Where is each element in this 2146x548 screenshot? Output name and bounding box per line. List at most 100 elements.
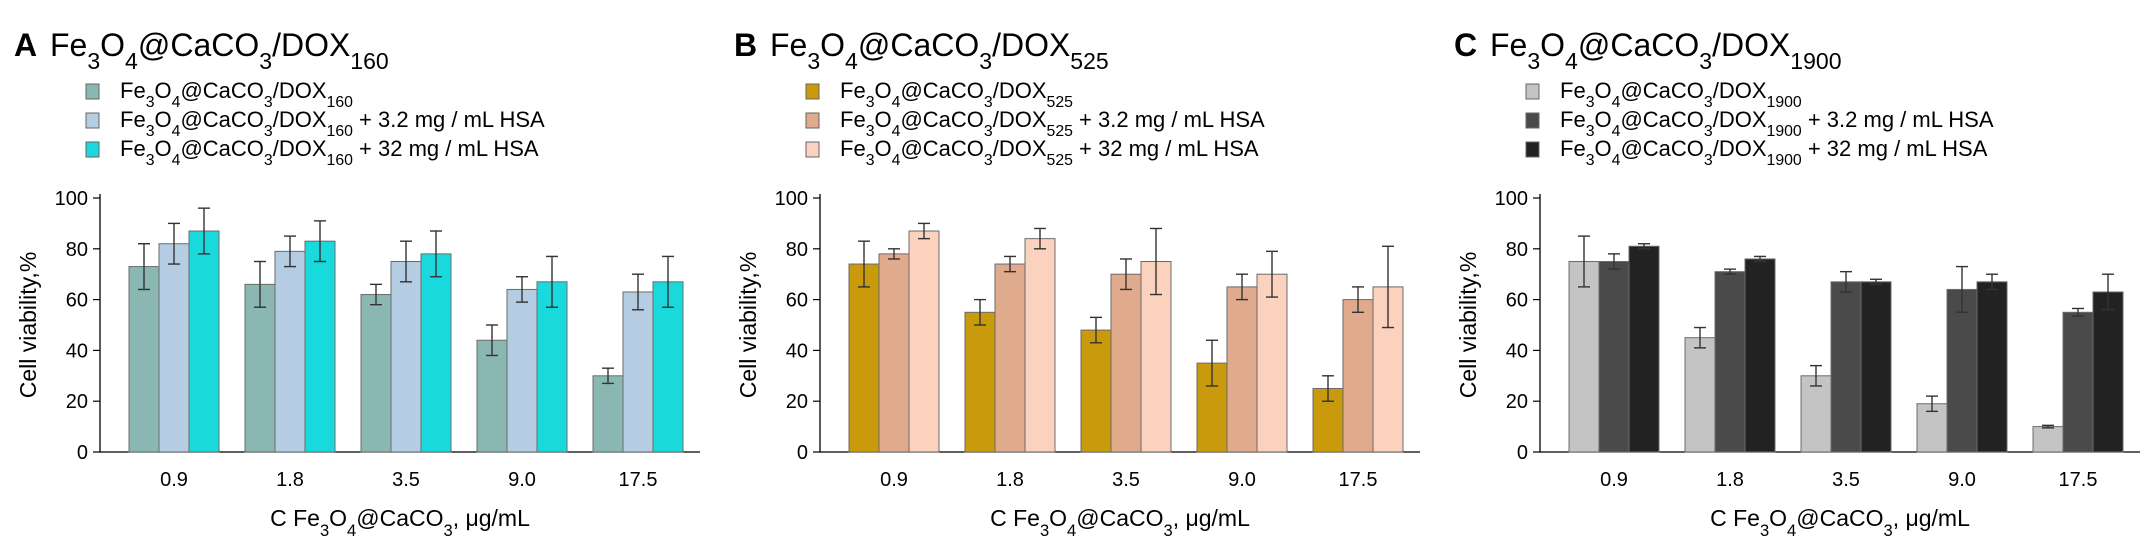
bar (390, 261, 422, 453)
panel-letter: A (14, 27, 37, 63)
bar (964, 311, 996, 453)
x-tick-label: 17.5 (619, 469, 658, 491)
legend-label: Fe3O4@CaCO3/DOX525 + 3.2 mg / mL HSA (840, 107, 1265, 140)
y-tick-label: 20 (786, 391, 808, 413)
bar (878, 253, 910, 453)
x-axis-label: C Fe3O4@CaCO3, μg/mL (990, 505, 1250, 540)
bar (1256, 273, 1288, 453)
bar (1744, 258, 1776, 453)
panel-title: Fe3O4@CaCO3/DOX525 (770, 27, 1109, 74)
legend-swatch (85, 112, 100, 129)
bar (1110, 273, 1142, 453)
x-tick-label: 1.8 (1716, 469, 1744, 491)
y-axis-label: Cell viability,% (735, 252, 761, 399)
panel-title: Fe3O4@CaCO3/DOX1900 (1490, 27, 1842, 74)
legend-label: Fe3O4@CaCO3/DOX525 (840, 78, 1073, 111)
legend-swatch (1525, 112, 1540, 129)
legend-swatch (805, 141, 820, 158)
x-tick-label: 9.0 (1948, 469, 1976, 491)
panel-letter: B (734, 27, 757, 63)
bar (1024, 238, 1056, 453)
bar (1226, 286, 1258, 453)
legend-label: Fe3O4@CaCO3/DOX160 + 3.2 mg / mL HSA (120, 107, 545, 140)
y-tick-label: 60 (66, 290, 88, 312)
x-tick-label: 0.9 (160, 469, 188, 491)
bar (2092, 291, 2124, 453)
x-tick-label: 3.5 (1832, 469, 1860, 491)
bar (2032, 426, 2064, 453)
bar (1598, 261, 1630, 453)
y-tick-label: 40 (786, 340, 808, 362)
y-tick-label: 80 (66, 239, 88, 261)
chart-panel-a: A Fe3O4@CaCO3/DOX160Fe3O4@CaCO3/DOX160Fe3… (14, 27, 700, 540)
x-tick-label: 0.9 (1600, 469, 1628, 491)
y-tick-label: 20 (1506, 391, 1528, 413)
x-tick-label: 0.9 (880, 469, 908, 491)
bar (1342, 299, 1374, 453)
legend-swatch (85, 83, 100, 100)
bar (420, 253, 452, 453)
bar (1946, 288, 1978, 453)
bar (848, 263, 880, 453)
bar (994, 263, 1026, 453)
bar (506, 288, 538, 453)
panel-letter: C (1454, 27, 1477, 63)
y-tick-label: 60 (786, 290, 808, 312)
y-tick-label: 40 (1506, 340, 1528, 362)
legend-label: Fe3O4@CaCO3/DOX525 + 32 mg / mL HSA (840, 136, 1259, 169)
bar (476, 339, 508, 453)
bar (158, 243, 190, 453)
bar (1684, 337, 1716, 453)
x-tick-label: 1.8 (276, 469, 304, 491)
x-tick-label: 3.5 (1112, 469, 1140, 491)
bar (1714, 271, 1746, 453)
bar (652, 281, 684, 453)
bar (622, 291, 654, 453)
y-tick-label: 100 (55, 188, 88, 210)
legend-label: Fe3O4@CaCO3/DOX1900 + 3.2 mg / mL HSA (1560, 107, 1994, 140)
x-tick-label: 9.0 (1228, 469, 1256, 491)
bar (2062, 311, 2094, 453)
y-axis-label: Cell viability,% (1455, 252, 1481, 399)
bar (244, 283, 276, 453)
bar (274, 250, 306, 453)
y-tick-label: 60 (1506, 290, 1528, 312)
y-tick-label: 0 (77, 442, 88, 464)
y-tick-label: 40 (66, 340, 88, 362)
legend-swatch (85, 141, 100, 158)
bar (1830, 281, 1862, 453)
y-tick-label: 0 (1517, 442, 1528, 464)
bar (188, 230, 220, 453)
y-tick-label: 80 (1506, 239, 1528, 261)
legend-label: Fe3O4@CaCO3/DOX160 (120, 78, 353, 111)
legend-swatch (1525, 141, 1540, 158)
bar (592, 375, 624, 453)
legend-swatch (805, 83, 820, 100)
x-tick-label: 17.5 (2059, 469, 2098, 491)
panel-title: Fe3O4@CaCO3/DOX160 (50, 27, 389, 74)
bar (304, 240, 336, 453)
bar (1628, 245, 1660, 453)
x-axis-label: C Fe3O4@CaCO3, μg/mL (1710, 505, 1970, 540)
legend-swatch (805, 112, 820, 129)
bar (1976, 281, 2008, 453)
y-tick-label: 100 (1495, 188, 1528, 210)
x-tick-label: 17.5 (1339, 469, 1378, 491)
legend-label: Fe3O4@CaCO3/DOX1900 + 32 mg / mL HSA (1560, 136, 1988, 169)
bar (1080, 329, 1112, 453)
legend-label: Fe3O4@CaCO3/DOX160 + 32 mg / mL HSA (120, 136, 539, 169)
bar (1800, 375, 1832, 453)
bar (360, 294, 392, 453)
legend-swatch (1525, 83, 1540, 100)
y-axis-label: Cell viability,% (15, 252, 41, 399)
y-tick-label: 20 (66, 391, 88, 413)
y-tick-label: 100 (775, 188, 808, 210)
y-tick-label: 80 (786, 239, 808, 261)
bar (128, 266, 160, 453)
x-tick-label: 9.0 (508, 469, 536, 491)
bar (908, 230, 940, 453)
x-tick-label: 3.5 (392, 469, 420, 491)
